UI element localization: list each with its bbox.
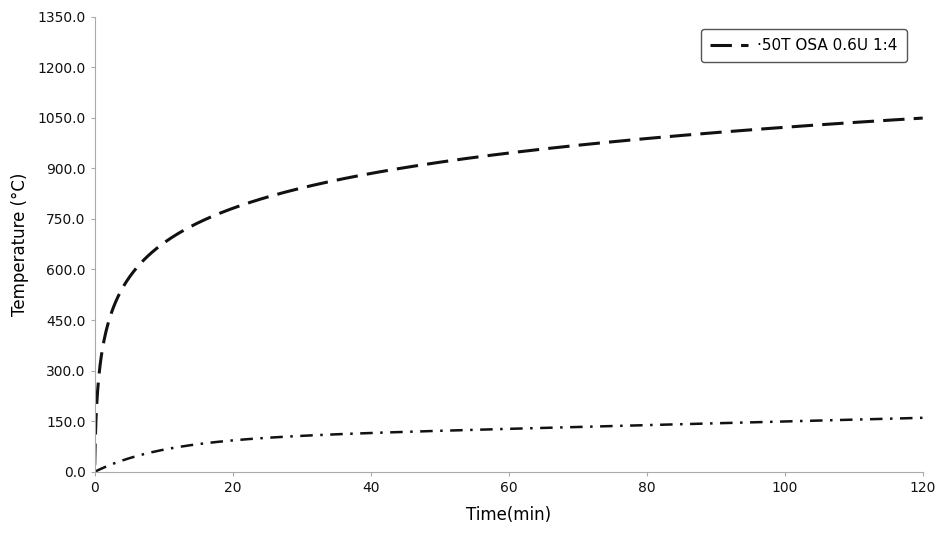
·50T OSA 0.6U 1:4	[491, 151, 503, 158]
·50T OSA 0.6U 1:4	[470, 154, 481, 160]
·50T OSA 0.6U 1:4	[893, 117, 904, 123]
Legend: ·50T OSA 0.6U 1:4: ·50T OSA 0.6U 1:4	[701, 29, 907, 62]
X-axis label: Time(min): Time(min)	[466, 506, 551, 524]
·50T OSA 0.6U 1:4	[89, 462, 100, 468]
·50T OSA 0.6U 1:4	[741, 127, 752, 133]
·50T OSA 0.6U 1:4	[893, 116, 904, 123]
Y-axis label: Temperature (°C): Temperature (°C)	[11, 172, 29, 316]
Line: ·50T OSA 0.6U 1:4: ·50T OSA 0.6U 1:4	[95, 118, 922, 465]
·50T OSA 0.6U 1:4	[132, 264, 143, 271]
·50T OSA 0.6U 1:4	[917, 115, 928, 121]
